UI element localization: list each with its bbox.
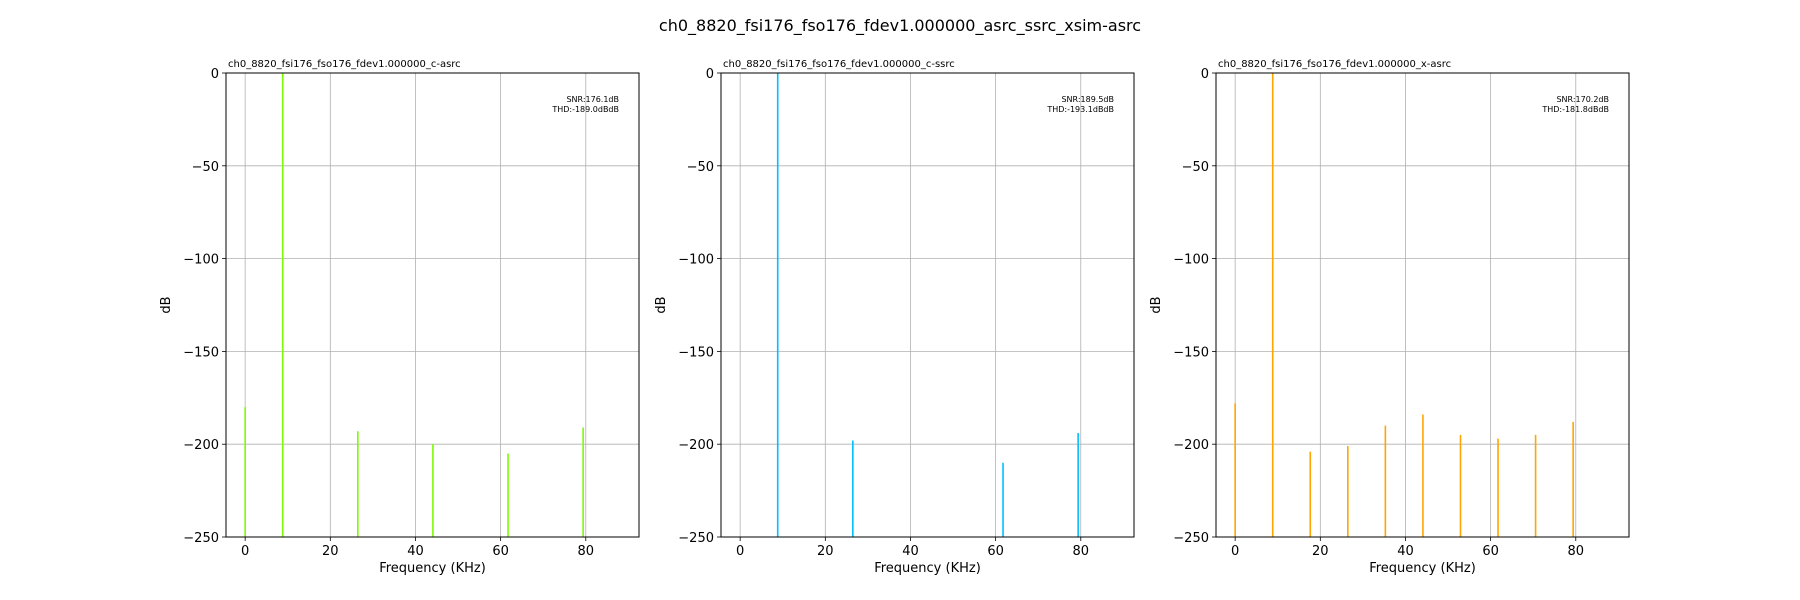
axes-frame — [720, 72, 1135, 538]
axes-frame — [1215, 72, 1630, 538]
subplot-title: ch0_8820_fsi176_fso176_fdev1.000000_c-ss… — [723, 59, 955, 70]
subplot-2: 0 20 40 60 80 0 −50 −100 −150 −200 −250 ch0_8820_fs… — [654, 59, 1135, 576]
y-tick-label: 0 — [211, 67, 219, 82]
snr-annotation: SNR:189.5dB — [1061, 95, 1114, 104]
y-tick-label: 0 — [706, 67, 714, 82]
x-tick-label: 80 — [578, 544, 595, 559]
thd-annotation: THD:-181.8dBdB — [1541, 105, 1609, 114]
subplot-title: ch0_8820_fsi176_fso176_fdev1.000000_x-as… — [1218, 59, 1451, 70]
y-tick-label: −150 — [1173, 345, 1209, 360]
x-tick-label: 60 — [987, 544, 1004, 559]
y-tick-label: −250 — [183, 531, 219, 546]
x-tick-label: 40 — [1397, 544, 1414, 559]
x-tick-label: 20 — [817, 544, 834, 559]
x-tick-label: 0 — [241, 544, 249, 559]
x-axis-label: Frequency (KHz) — [1369, 561, 1476, 576]
subplot-title: ch0_8820_fsi176_fso176_fdev1.000000_c-as… — [228, 59, 461, 70]
y-axis-label: dB — [1149, 296, 1164, 313]
y-tick-label: −50 — [687, 160, 714, 175]
x-axis-label: Frequency (KHz) — [874, 561, 981, 576]
snr-annotation: SNR:170.2dB — [1556, 95, 1609, 104]
x-tick-label: 40 — [407, 544, 424, 559]
y-tick-label: −50 — [192, 160, 219, 175]
x-axis-label: Frequency (KHz) — [379, 561, 486, 576]
x-tick-label: 0 — [1231, 544, 1239, 559]
x-tick-label: 80 — [1568, 544, 1585, 559]
y-tick-label: −250 — [1173, 531, 1209, 546]
axes-frame — [225, 72, 640, 538]
thd-annotation: THD:-189.0dBdB — [551, 105, 619, 114]
y-axis-label: dB — [654, 296, 669, 313]
x-tick-label: 20 — [1312, 544, 1329, 559]
y-axis-label: dB — [159, 296, 174, 313]
y-tick-label: −250 — [678, 531, 714, 546]
x-tick-label: 0 — [736, 544, 744, 559]
snr-annotation: SNR:176.1dB — [566, 95, 619, 104]
x-tick-label: 40 — [902, 544, 919, 559]
y-tick-label: −100 — [1173, 253, 1209, 268]
figure-title: ch0_8820_fsi176_fso176_fdev1.000000_asrc… — [659, 16, 1141, 36]
x-tick-label: 80 — [1073, 544, 1090, 559]
x-tick-label: 60 — [492, 544, 509, 559]
y-tick-label: −150 — [678, 345, 714, 360]
y-tick-label: −100 — [183, 253, 219, 268]
x-tick-label: 20 — [322, 544, 339, 559]
subplot-3: 0 20 40 60 80 0 −50 −100 −150 −200 −250 ch0_8820_fs… — [1149, 59, 1630, 576]
y-tick-label: −50 — [1182, 160, 1209, 175]
y-tick-label: −200 — [678, 438, 714, 453]
y-tick-label: −200 — [183, 438, 219, 453]
subplot-1: 0 20 40 60 80 0 −50 −100 −150 −200 −250 ch0_8820_fs… — [159, 59, 640, 576]
x-tick-label: 60 — [1482, 544, 1499, 559]
y-tick-label: 0 — [1201, 67, 1209, 82]
y-tick-label: −150 — [183, 345, 219, 360]
thd-annotation: THD:-193.1dBdB — [1046, 105, 1114, 114]
y-tick-label: −100 — [678, 253, 714, 268]
y-tick-label: −200 — [1173, 438, 1209, 453]
